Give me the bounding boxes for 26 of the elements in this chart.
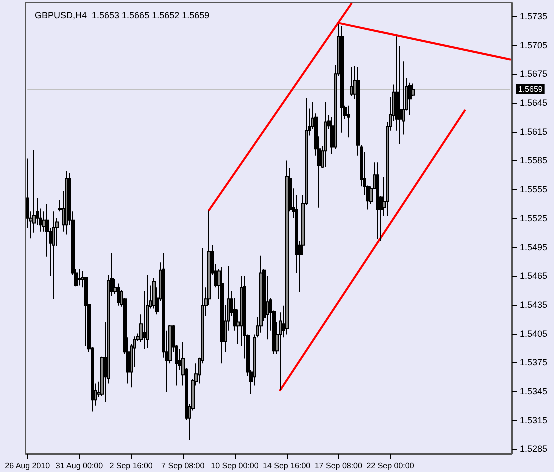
ref-line-label: 1.5659: [518, 85, 544, 94]
y-tick-label: 1.5555: [520, 184, 548, 195]
x-tick-label: 14 Sep 16:00: [263, 462, 312, 470]
x-tick-label: 17 Sep 08:00: [314, 462, 364, 470]
x-tick-label: 22 Sep 00:00: [366, 462, 415, 470]
y-tick-label: 1.5495: [520, 242, 548, 252]
x-tick-label: 10 Sep 00:00: [211, 462, 260, 470]
x-tick-label: 7 Sep 08:00: [162, 462, 206, 470]
y-tick-label: 1.5585: [520, 156, 548, 166]
y-tick-label: 1.5315: [520, 415, 548, 426]
y-tick-label: 1.5525: [520, 213, 548, 224]
y-tick-label: 1.5615: [520, 126, 548, 137]
text: GBPUSD,H4 1.5653 1.5665 1.5652 1.5659: [35, 10, 210, 20]
y-tick-label: 1.5645: [520, 98, 548, 108]
x-tick-label: 2 Sep 16:00: [110, 462, 154, 470]
y-tick-label: 1.5675: [520, 69, 548, 80]
y-tick-label: 1.5735: [520, 11, 548, 22]
y-tick-label: 1.5405: [520, 328, 548, 339]
y-tick-label: 1.5705: [520, 40, 548, 50]
y-tick-label: 1.5285: [520, 444, 548, 454]
y-tick-label: 1.5435: [520, 300, 548, 310]
y-tick-label: 1.5345: [520, 386, 548, 396]
y-tick-label: 1.5375: [520, 358, 548, 368]
x-tick-label: 31 Aug 00:00: [56, 462, 104, 470]
x-tick-label: 26 Aug 2010: [5, 462, 51, 470]
y-tick-label: 1.5465: [520, 271, 548, 282]
